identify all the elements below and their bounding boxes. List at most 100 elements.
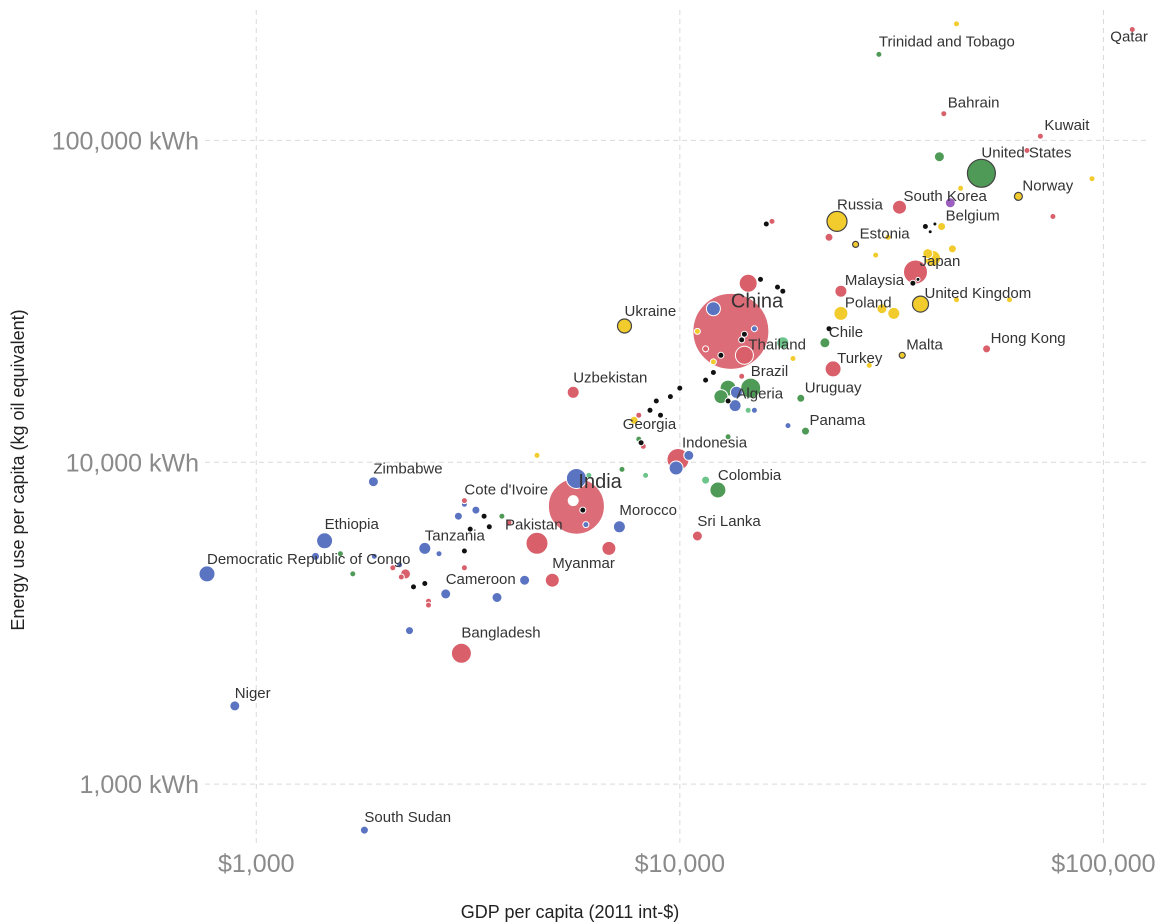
bubble-minor xyxy=(311,551,320,561)
label-chile: Chile xyxy=(829,324,863,341)
label-thailand: Thailand xyxy=(748,336,806,353)
bubble-minor xyxy=(705,301,721,317)
bubble-thailand xyxy=(734,345,754,365)
label-indonesia: Indonesia xyxy=(682,435,748,452)
bubble-minor xyxy=(738,273,758,293)
bubble-minor xyxy=(397,573,405,581)
bubble-hong-kong xyxy=(982,344,992,354)
label-algeria: Algeria xyxy=(736,385,783,402)
bubble-minor xyxy=(825,325,833,333)
grid-layer xyxy=(205,10,1150,845)
bubble-minor xyxy=(713,389,729,405)
label-ukraine: Ukraine xyxy=(625,303,677,320)
bubble-minor xyxy=(784,422,792,430)
label-kuwait: Kuwait xyxy=(1044,117,1090,134)
bubble-kuwait xyxy=(1036,132,1044,140)
bubble-minor xyxy=(693,327,701,335)
bubble-turkey xyxy=(824,360,842,378)
bubble-colombia xyxy=(709,481,727,499)
bubble-minor xyxy=(953,20,960,28)
bubble-minor xyxy=(884,233,892,241)
label-turkey: Turkey xyxy=(837,350,883,367)
bubble-minor xyxy=(637,439,645,447)
bubble-minor xyxy=(757,275,764,283)
bubble-estonia xyxy=(851,240,860,248)
label-uruguay: Uruguay xyxy=(805,379,862,396)
y-axis-title: Energy use per capita (kg oil equivalent… xyxy=(8,309,28,630)
label-tanzania: Tanzania xyxy=(425,527,486,544)
bubble-minor xyxy=(676,384,684,392)
bubble-georgia xyxy=(635,411,643,419)
bubble-minor xyxy=(435,550,443,558)
bubble-minor xyxy=(728,399,742,413)
label-colombia: Colombia xyxy=(718,467,782,484)
label-pakistan: Pakistan xyxy=(505,516,563,533)
label-norway: Norway xyxy=(1022,177,1073,194)
bubble-minor xyxy=(642,471,650,479)
bubble-minor xyxy=(585,471,593,479)
label-india: India xyxy=(578,471,622,493)
bubble-minor xyxy=(724,433,732,441)
bubble-minor xyxy=(947,244,957,254)
bubble-minor xyxy=(702,376,710,384)
bubble-minor xyxy=(957,184,965,192)
bubble-minor xyxy=(789,355,797,362)
bubble-ukraine xyxy=(616,318,633,334)
bubble-minor xyxy=(618,465,626,473)
bubble-minor xyxy=(519,574,531,586)
bubble-minor xyxy=(582,521,590,529)
bubble-bahrain xyxy=(940,110,948,118)
label-south-sudan: South Sudan xyxy=(364,809,451,826)
bubble-united-states xyxy=(966,158,997,188)
bubble-russia xyxy=(826,210,848,232)
bubble-minor xyxy=(1023,147,1031,154)
bubble-panama xyxy=(801,426,810,436)
bubble-minor xyxy=(1088,175,1096,183)
y-tick-label: 10,000 kWh xyxy=(66,449,199,477)
label-democratic-republic-of-congo: Democratic Republic of Congo xyxy=(207,551,410,568)
bubble-minor xyxy=(683,449,695,461)
bubble-minor xyxy=(505,519,513,526)
bubble-minor xyxy=(738,372,746,380)
bubble-minor xyxy=(567,495,579,507)
label-hong-kong: Hong Kong xyxy=(991,330,1066,347)
bubble-norway xyxy=(1013,191,1024,201)
bubble-minor xyxy=(396,561,404,569)
label-myanmar: Myanmar xyxy=(552,555,615,572)
bubble-minor xyxy=(485,523,493,531)
label-china: China xyxy=(731,290,784,312)
bubble-minor xyxy=(652,397,660,405)
bubble-minor xyxy=(349,570,357,578)
bubble-minor xyxy=(724,397,732,405)
label-malaysia: Malaysia xyxy=(845,272,905,289)
bubble-algeria xyxy=(729,385,743,399)
bubble-qatar xyxy=(1128,26,1136,33)
label-bangladesh: Bangladesh xyxy=(461,624,540,641)
bubble-minor xyxy=(370,552,378,560)
label-japan: Japan xyxy=(920,253,961,270)
label-panama: Panama xyxy=(810,412,867,429)
bubble-malaysia xyxy=(834,284,848,298)
label-georgia: Georgia xyxy=(623,416,677,433)
label-bahrain: Bahrain xyxy=(948,95,1000,112)
bubble-layer xyxy=(198,20,1136,835)
label-united-kingdom: United Kingdom xyxy=(925,285,1032,302)
bubble-minor xyxy=(933,151,945,163)
label-trinidad-and-tobago: Trinidad and Tobago xyxy=(879,33,1015,50)
bubble-united-kingdom xyxy=(911,295,930,313)
x-tick-label: $100,000 xyxy=(1051,850,1155,878)
bubble-minor xyxy=(750,325,758,333)
label-layer: Qatar Trinidad and Tobago Bahrain Kuwait Uni… xyxy=(207,29,1148,827)
x-tick-label: $10,000 xyxy=(635,850,725,878)
bubble-minor xyxy=(565,468,587,489)
bubble-minor xyxy=(425,601,432,609)
bubble-minor xyxy=(646,406,654,414)
bubble-minor xyxy=(460,497,468,505)
bubble-minor xyxy=(460,547,468,555)
tick-layer: $1,000 $10,000 $100,000 1,000 kWh 10,000 kWh… xyxy=(52,127,1156,878)
bubble-minor xyxy=(471,505,481,515)
label-russia: Russia xyxy=(837,196,884,213)
bubble-minor xyxy=(768,217,776,225)
bubble-minor xyxy=(774,283,781,291)
